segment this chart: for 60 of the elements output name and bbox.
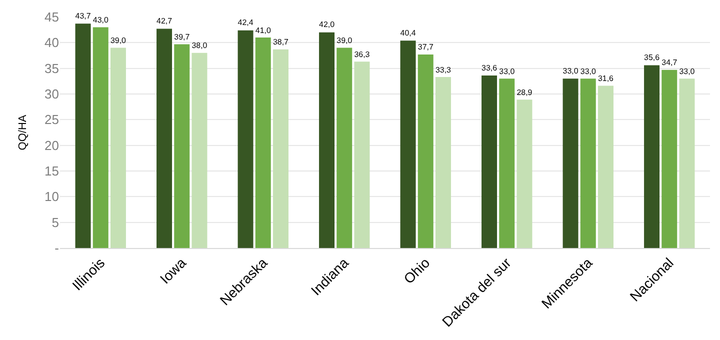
- data-label: 28,9: [516, 88, 533, 97]
- data-label: 38,0: [192, 41, 208, 50]
- data-label: 31,6: [598, 74, 614, 84]
- data-label: 39,7: [174, 32, 190, 42]
- bar: [418, 54, 434, 248]
- bar: [75, 24, 91, 248]
- bar: [336, 48, 352, 248]
- y-tick-label: 20: [44, 138, 59, 153]
- y-tick-label: 40: [44, 35, 59, 50]
- bar: [110, 48, 126, 248]
- data-label: 33,3: [436, 65, 452, 74]
- y-tick-label: 25: [44, 112, 59, 128]
- bar: [354, 62, 370, 248]
- data-label: 42,4: [238, 18, 254, 28]
- bar: [238, 30, 254, 248]
- data-label: 42,7: [156, 16, 173, 26]
- bar: [679, 78, 695, 248]
- data-label: 33,6: [482, 63, 498, 72]
- data-label: 33,0: [562, 66, 579, 76]
- data-label: 43,7: [75, 12, 92, 20]
- data-label: 34,7: [662, 58, 678, 68]
- data-label: 43,0: [92, 16, 109, 25]
- bar: [644, 65, 660, 248]
- data-label: 39,0: [110, 36, 127, 46]
- y-tick-label: 5: [52, 214, 59, 230]
- x-tick-label: Ohio: [400, 254, 433, 287]
- bar: [272, 49, 288, 248]
- bar: [516, 100, 532, 248]
- y-tick-label: -: [54, 240, 59, 256]
- y-axis-title: QQ/HA: [17, 114, 30, 150]
- data-label: 37,7: [418, 42, 434, 52]
- bar: [92, 27, 108, 248]
- bar: [156, 28, 172, 248]
- bar: [174, 44, 190, 248]
- data-label: 41,0: [255, 26, 272, 35]
- data-label: 33,0: [499, 66, 516, 76]
- bar: [662, 70, 678, 248]
- data-label: 42,0: [319, 20, 336, 30]
- bar: [435, 77, 451, 248]
- data-label: 40,4: [400, 28, 416, 38]
- y-tick-label: 45: [44, 10, 59, 25]
- bar: [499, 78, 515, 248]
- data-label: 36,3: [354, 50, 370, 59]
- data-label: 33,0: [580, 66, 596, 76]
- bar: [580, 78, 596, 248]
- data-label: 38,7: [273, 38, 290, 47]
- bar: [562, 78, 578, 248]
- bar: [319, 32, 335, 248]
- y-tick-label: 10: [44, 189, 59, 204]
- data-label: 33,0: [679, 66, 696, 76]
- bar: [482, 76, 498, 248]
- bar: [400, 40, 416, 248]
- data-label: 35,6: [644, 53, 660, 62]
- data-label: 39,0: [336, 36, 353, 46]
- bar: [192, 52, 208, 248]
- y-tick-label: 15: [44, 164, 59, 179]
- y-tick-label: 35: [44, 60, 59, 76]
- bar: [598, 86, 614, 248]
- y-tick-label: 30: [44, 86, 59, 102]
- bar: [255, 38, 271, 248]
